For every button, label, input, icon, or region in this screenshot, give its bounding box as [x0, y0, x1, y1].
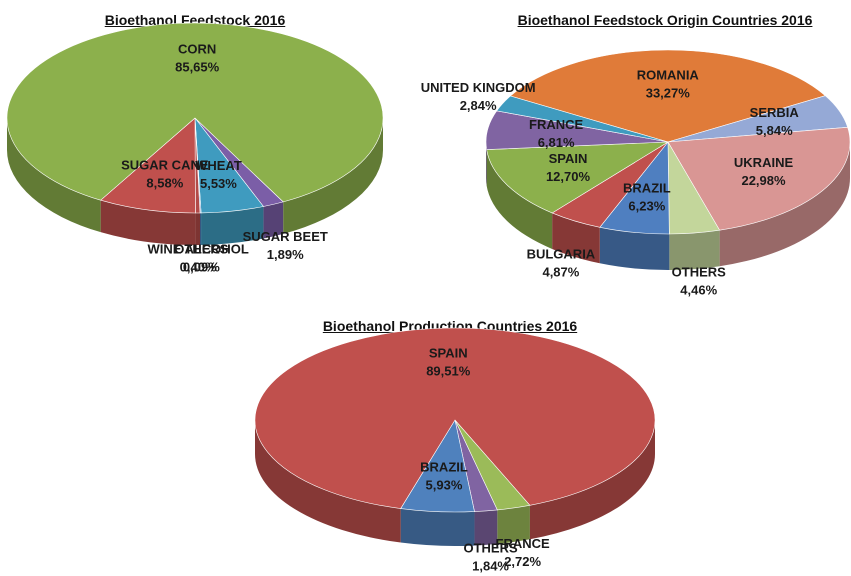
slice-label: BULGARIA — [527, 246, 596, 261]
slice-value: 22,98% — [741, 173, 786, 188]
pie-side — [200, 212, 202, 245]
slice-label: SERBIA — [750, 105, 800, 120]
slice-label: SPAIN — [549, 151, 588, 166]
slice-value: 5,84% — [756, 123, 793, 138]
slice-label: FRANCE — [496, 536, 550, 551]
chart-title: Bioethanol Production Countries 2016 — [322, 318, 578, 334]
pie-slice — [100, 117, 196, 214]
pie-side — [400, 508, 475, 546]
chart-title: Bioethanol Feedstock Origin Countries 20… — [517, 12, 813, 28]
slice-value: 5,53% — [200, 176, 237, 191]
pie-side — [497, 505, 530, 544]
slice-label: WINE ALCOHOL — [147, 242, 248, 257]
slice-value: 0,40% — [180, 260, 217, 275]
pie-side — [719, 142, 850, 267]
slice-value: 85,65% — [175, 60, 220, 75]
slice-label: SUGAR BEET — [243, 229, 328, 244]
slice-label: FRANCE — [529, 117, 583, 132]
slice-value: 0,09% — [183, 260, 220, 275]
pie-side — [100, 200, 196, 245]
pie-side — [552, 212, 600, 264]
slice-value: 1,89% — [267, 247, 304, 262]
slice-value: 1,84% — [472, 559, 509, 574]
pie-side — [263, 201, 284, 239]
pie-side — [255, 420, 401, 543]
slice-label: OTHERS — [672, 265, 727, 280]
pie-side — [599, 227, 670, 270]
pie-side — [201, 206, 264, 245]
slice-label: ROMANIA — [637, 67, 700, 82]
pie-slice — [509, 49, 826, 143]
slice-label: UNITED KINGDOM — [421, 80, 536, 95]
pie-slice — [486, 141, 670, 214]
pie-slice — [254, 327, 656, 509]
slice-value: 6,81% — [538, 135, 575, 150]
pie-side — [474, 509, 498, 546]
slice-label: CORN — [178, 42, 216, 57]
pie-side — [669, 230, 720, 270]
chart-title: Bioethanol Feedstock 2016 — [104, 12, 286, 28]
pie-side — [486, 149, 553, 249]
pie-side — [283, 118, 383, 234]
pie-side — [195, 212, 201, 245]
pie-slice — [496, 95, 669, 143]
slice-value: 8,58% — [146, 175, 183, 190]
slice-label: BRAZIL — [420, 459, 468, 474]
slice-label: BRAZIL — [623, 180, 671, 195]
pie-side — [486, 142, 487, 186]
slice-label: WHEAT — [195, 158, 242, 173]
slice-value: 2,84% — [460, 98, 497, 113]
slice-value: 5,93% — [426, 477, 463, 492]
slice-value: 4,46% — [680, 283, 717, 298]
slice-value: 4,87% — [542, 264, 579, 279]
pie-slice — [6, 22, 384, 203]
pie-slice — [667, 126, 851, 231]
slice-label: SPAIN — [429, 345, 468, 360]
pie-side — [529, 420, 655, 540]
slice-value: 12,70% — [546, 169, 591, 184]
slice-label: OTHERS — [174, 242, 229, 257]
slice-value: 33,27% — [646, 85, 691, 100]
pie-side — [7, 118, 101, 233]
slice-label: OTHERS — [463, 541, 518, 556]
slice-label: UKRAINE — [734, 155, 794, 170]
slice-value: 89,51% — [426, 363, 471, 378]
slice-value: 2,72% — [504, 554, 541, 569]
slice-label: SUGAR CANE — [121, 157, 209, 172]
slice-value: 6,23% — [628, 198, 665, 213]
